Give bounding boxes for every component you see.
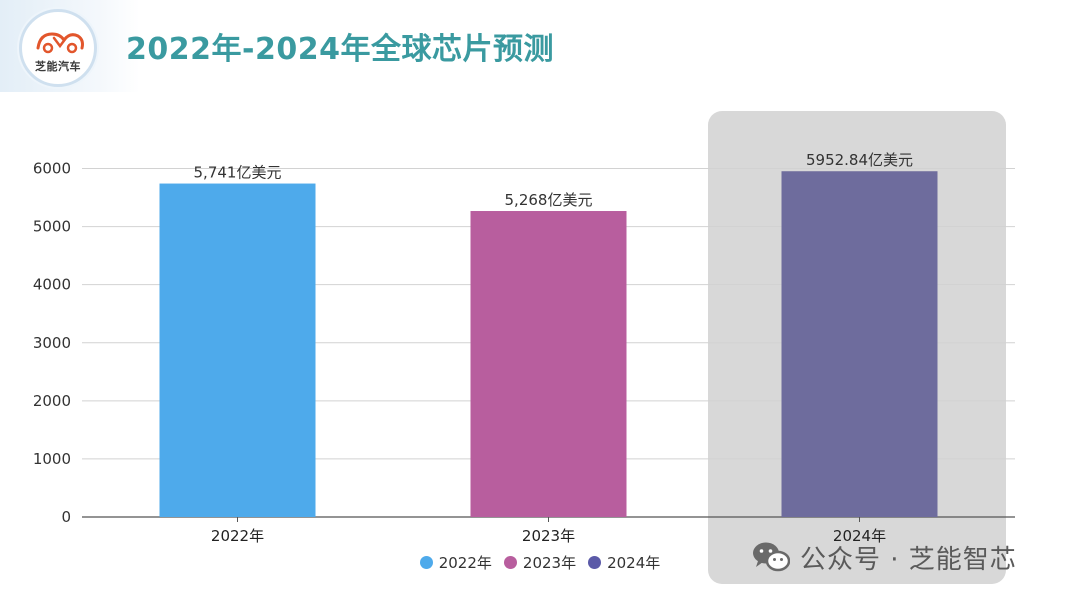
watermark: 公众号 · 芝能智芯 xyxy=(752,537,1017,577)
x-tick-label: 2024年 xyxy=(833,527,886,545)
page-title: 2022年-2024年全球芯片预测 xyxy=(126,32,554,67)
legend-swatch xyxy=(419,556,433,569)
y-tick-label: 4000 xyxy=(33,276,71,294)
logo-text: 芝能汽车 xyxy=(35,60,81,73)
bar xyxy=(470,211,627,517)
bar xyxy=(781,171,938,518)
car-logo-icon xyxy=(36,32,84,54)
y-tick-label: 1000 xyxy=(33,450,71,468)
y-tick-label: 0 xyxy=(61,508,71,526)
data-label: 5952.84亿美元 xyxy=(806,151,913,169)
legend-label: 2022年 xyxy=(438,554,492,572)
data-label: 5,741亿美元 xyxy=(194,164,282,182)
legend-swatch xyxy=(503,556,517,569)
legend-item: 2022年 xyxy=(419,552,492,573)
watermark-text: 公众号 · 芝能智芯 xyxy=(800,544,1017,575)
legend-item: 2023年 xyxy=(503,552,577,573)
y-tick-label: 6000 xyxy=(33,160,71,178)
legend-swatch xyxy=(588,556,602,569)
legend-label: 2023年 xyxy=(522,554,577,572)
legend-label: 2024年 xyxy=(607,554,661,572)
x-tick-label: 2023年 xyxy=(522,527,575,545)
chart-legend: 2022年 2023年 2024年 xyxy=(0,552,1080,573)
x-tick-label: 2022年 xyxy=(211,527,264,545)
y-tick-label: 5000 xyxy=(33,218,71,236)
data-label: 5,268亿美元 xyxy=(505,191,593,209)
wechat-icon xyxy=(753,542,790,572)
y-tick-label: 2000 xyxy=(33,392,71,410)
legend-item: 2024年 xyxy=(588,552,660,573)
bar xyxy=(159,183,316,517)
brand-logo: 芝能汽车 xyxy=(19,9,97,87)
y-tick-label: 3000 xyxy=(33,334,71,352)
